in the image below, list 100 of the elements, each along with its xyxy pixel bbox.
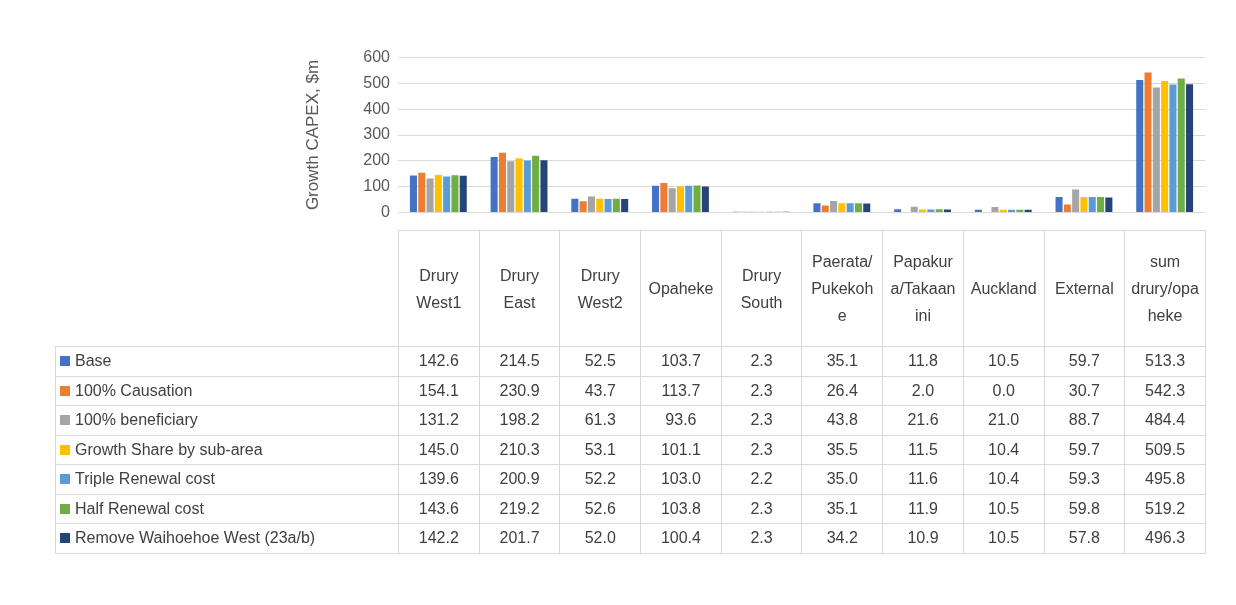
bar	[1097, 196, 1105, 212]
data-label: 59.7	[1044, 346, 1125, 376]
x-tick-label: Papakura/Takaanini	[882, 230, 964, 347]
data-label: 103.7	[640, 346, 722, 376]
bar	[1186, 84, 1194, 212]
data-label: 509.5	[1124, 435, 1206, 465]
bar	[409, 175, 417, 212]
data-label: 11.9	[882, 494, 964, 524]
data-label: 10.5	[963, 523, 1044, 553]
legend-label: Base	[75, 352, 112, 370]
bar	[443, 176, 451, 212]
data-label: 113.7	[640, 376, 722, 406]
data-label: 103.0	[640, 464, 722, 494]
data-label: 496.3	[1124, 523, 1206, 553]
data-label: 210.3	[479, 435, 560, 465]
data-label: 10.9	[882, 523, 964, 553]
bar	[1055, 197, 1063, 212]
bar	[821, 205, 829, 212]
data-label: 214.5	[479, 346, 560, 376]
data-label: 21.6	[882, 405, 964, 435]
data-label: 10.4	[963, 435, 1044, 465]
x-tick-label: sum drury/opaheke	[1124, 230, 1206, 347]
x-tick-label: Paerata/Pukekohe	[801, 230, 883, 347]
bar	[571, 198, 579, 212]
data-label: 2.2	[721, 464, 802, 494]
data-label: 52.2	[559, 464, 641, 494]
y-tick-label: 400	[363, 99, 391, 117]
data-label: 35.1	[801, 494, 883, 524]
data-label: 2.3	[721, 346, 802, 376]
bar	[685, 185, 693, 212]
data-label: 10.5	[963, 494, 1044, 524]
data-label: 542.3	[1124, 376, 1206, 406]
data-label: 142.2	[398, 523, 480, 553]
bar	[1152, 87, 1160, 212]
data-label: 143.6	[398, 494, 480, 524]
x-tick-label: Drury West1	[398, 230, 480, 347]
bar	[693, 185, 701, 212]
bar	[999, 209, 1007, 212]
data-label: 101.1	[640, 435, 722, 465]
data-label: 513.3	[1124, 346, 1206, 376]
data-label: 2.3	[721, 405, 802, 435]
legend-label: 100% Causation	[75, 381, 193, 399]
data-label: 61.3	[559, 405, 641, 435]
data-label: 52.0	[559, 523, 641, 553]
bar	[621, 198, 629, 212]
bar	[579, 201, 587, 212]
data-label: 519.2	[1124, 494, 1206, 524]
bar	[612, 198, 620, 212]
y-tick-label: 300	[363, 125, 391, 143]
bar	[532, 155, 540, 212]
legend-label: 100% beneficiary	[75, 411, 198, 429]
bar	[919, 209, 927, 212]
data-label: 142.6	[398, 346, 480, 376]
data-label: 200.9	[479, 464, 560, 494]
bar	[838, 203, 846, 212]
data-label: 2.3	[721, 376, 802, 406]
data-label: 219.2	[479, 494, 560, 524]
bar	[660, 183, 668, 212]
data-label: 59.8	[1044, 494, 1125, 524]
bar	[1072, 189, 1080, 212]
bar	[1169, 84, 1177, 212]
data-label: 484.4	[1124, 405, 1206, 435]
data-label: 201.7	[479, 523, 560, 553]
data-label: 88.7	[1044, 405, 1125, 435]
bar	[507, 161, 515, 212]
x-tick-label: Drury East	[479, 230, 560, 347]
bar	[991, 206, 999, 212]
bar	[426, 178, 434, 212]
bar	[515, 158, 523, 212]
y-tick-label: 500	[363, 73, 391, 91]
legend-label: Triple Renewal cost	[75, 470, 215, 488]
bar	[846, 203, 854, 212]
x-tick-label: Auckland	[963, 230, 1044, 347]
bar	[854, 203, 862, 212]
data-label: 198.2	[479, 405, 560, 435]
bar	[668, 188, 676, 212]
data-label: 11.6	[882, 464, 964, 494]
bar	[498, 152, 506, 212]
bar	[813, 203, 821, 212]
x-tick-label: Opaheke	[640, 230, 722, 347]
legend-label: Growth Share by sub-area	[75, 440, 263, 458]
bar	[451, 175, 459, 212]
data-label: 495.8	[1124, 464, 1206, 494]
bar	[1136, 79, 1144, 212]
bar	[1144, 72, 1152, 212]
data-label: 21.0	[963, 405, 1044, 435]
y-tick-label: 0	[381, 202, 391, 220]
data-label: 52.5	[559, 346, 641, 376]
data-label: 35.0	[801, 464, 883, 494]
bar	[935, 209, 943, 212]
bar	[1161, 80, 1169, 212]
data-label: 53.1	[559, 435, 641, 465]
data-label: 35.5	[801, 435, 883, 465]
bar	[604, 198, 612, 212]
data-label: 139.6	[398, 464, 480, 494]
data-label: 145.0	[398, 435, 480, 465]
bar	[596, 198, 604, 212]
bar	[434, 174, 442, 212]
bar	[1177, 78, 1185, 212]
y-tick-label: 100	[363, 177, 391, 195]
